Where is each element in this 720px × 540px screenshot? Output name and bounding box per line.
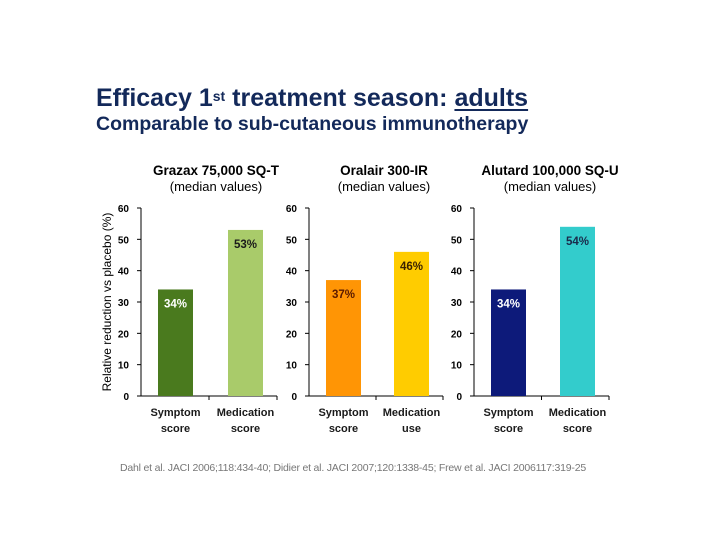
chart-3-y-tick-label: 30 <box>451 298 463 309</box>
chart-1-y-tick-label: 60 <box>118 204 130 215</box>
title-superscript: st <box>212 88 226 104</box>
chart-2-category-label: Medication <box>383 407 441 419</box>
title-underlined-word: adults <box>454 84 529 112</box>
chart-2-y-tick-label: 30 <box>286 298 298 309</box>
chart-3-title-text: Alutard 100,000 SQ-U <box>481 163 619 178</box>
chart-2-y-tick-label: 0 <box>291 392 297 403</box>
chart-1-y-tick-label: 0 <box>123 392 129 403</box>
chart-1-category-label: Symptom <box>150 407 200 419</box>
chart-3-subtitle: (median values) <box>503 179 597 194</box>
chart-3-category-label: score <box>563 423 592 435</box>
chart-3-category-label: Medication <box>549 407 607 419</box>
chart-2-y-tick-label: 10 <box>286 361 298 372</box>
chart-3-y-tick-label: 0 <box>456 392 462 403</box>
chart-2-y-tick-label: 60 <box>286 204 298 215</box>
chart-3-y-tick-label: 20 <box>451 329 463 340</box>
title-text: Efficacy 1 <box>96 84 213 112</box>
chart-1-y-axis-label: Relative reduction vs placebo (%) <box>100 213 114 392</box>
chart-1-data-label: 53% <box>234 239 257 251</box>
chart-3-data-label: 34% <box>497 298 520 310</box>
chart-2-title: Oralair 300-IR (median values) <box>284 163 484 195</box>
chart-2-y-tick-label: 40 <box>286 267 298 278</box>
chart-2-y-tick-label: 50 <box>286 235 298 246</box>
chart-2-category-label: score <box>329 423 358 435</box>
chart-1-title-text: Grazax 75,000 SQ-T <box>152 163 280 178</box>
chart-3-category-label: Symptom <box>483 407 533 419</box>
chart-1-y-tick-label: 30 <box>118 298 130 309</box>
chart-1-category-label: score <box>161 423 190 435</box>
chart-1-category-label: score <box>231 423 260 435</box>
chart-1-title: Grazax 75,000 SQ-T (median values) <box>116 163 316 195</box>
chart-2-data-label: 37% <box>332 289 355 301</box>
chart-3-y-tick-label: 10 <box>451 361 463 372</box>
chart-3-bar <box>560 226 595 396</box>
chart-1-y-tick-label: 50 <box>118 235 130 246</box>
chart-2-title-text: Oralair 300-IR <box>340 163 428 178</box>
chart-2-bar <box>326 280 361 396</box>
chart-1-category-label: Medication <box>217 407 275 419</box>
chart-3-title: Alutard 100,000 SQ-U (median values) <box>450 163 650 195</box>
chart-2-y-tick-label: 20 <box>286 329 298 340</box>
chart-2-category-label: Symptom <box>318 407 368 419</box>
chart-2-category-label: use <box>402 423 421 435</box>
chart-2-subtitle: (median values) <box>337 179 431 194</box>
chart-3-y-tick-label: 40 <box>451 267 463 278</box>
chart-3-category-label: score <box>494 423 523 435</box>
chart-1-bar <box>158 289 193 396</box>
chart-1-bar <box>228 229 263 396</box>
references: Dahl et al. JACI 2006;118:434-40; Didier… <box>120 462 587 474</box>
chart-1-subtitle: (median values) <box>169 179 263 194</box>
chart-1-y-tick-label: 20 <box>118 329 130 340</box>
slide-title: Efficacy 1st treatment season: adults <box>96 84 528 112</box>
title-text-middle: treatment season: <box>225 84 455 112</box>
chart-1-data-label: 34% <box>164 298 187 310</box>
chart-1-y-tick-label: 40 <box>118 267 130 278</box>
chart-3-y-tick-label: 60 <box>451 204 463 215</box>
chart-2-bar <box>394 251 429 396</box>
chart-3-bar <box>491 289 526 396</box>
chart-2-data-label: 46% <box>400 261 423 273</box>
chart-3-data-label: 54% <box>566 236 589 248</box>
chart-3-y-tick-label: 50 <box>451 235 463 246</box>
chart-1-y-tick-label: 10 <box>118 361 130 372</box>
slide-subtitle: Comparable to sub-cutaneous immunotherap… <box>96 113 529 135</box>
